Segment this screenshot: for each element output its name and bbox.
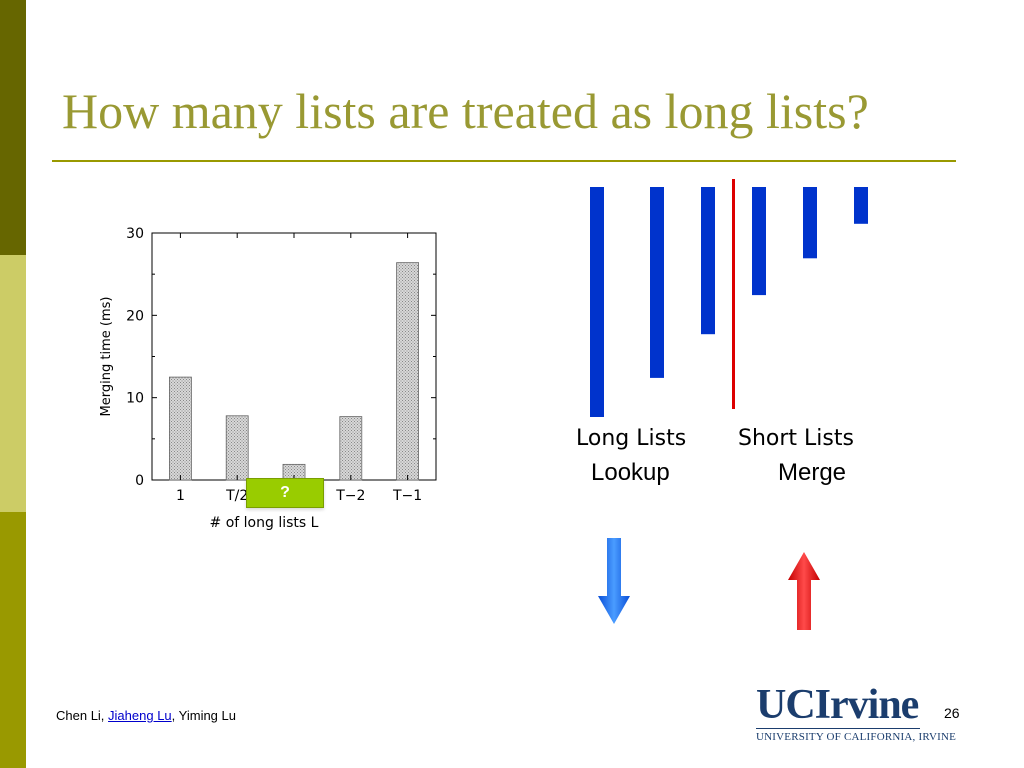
logo-wordmark: UCIrvine [756,682,919,728]
x-axis-label: # of long lists L [210,515,319,531]
list-bar-3 [752,187,766,296]
y-tick-label: 30 [126,226,144,242]
slide-title: How many lists are treated as long lists… [62,83,869,139]
lookup-label: Lookup [591,459,670,486]
plot-frame [151,232,437,481]
side-decoration-bottom [0,512,26,768]
down-arrow-icon [598,538,630,624]
x-tick-label: 1 [176,488,185,504]
y-axis-label: Merging time (ms) [99,297,114,417]
title-divider [52,160,956,162]
y-tick-label: 0 [135,473,144,489]
long-lists-label: Long Lists [576,426,687,451]
list-bar-2 [701,187,715,335]
side-decoration-top [0,0,26,255]
uci-logo: UCIrvine UNIVERSITY OF CALIFORNIA, IRVIN… [756,682,956,743]
merging-time-chart: 0 10 20 30 Merging time (ms) 1 T/2 T−2 T−1 # of l… [99,226,437,531]
page-number: 26 [944,705,960,721]
author-chen-li: Chen Li, [56,708,109,723]
list-bar-0 [590,187,604,417]
bar-4 [396,262,420,481]
x-tick-label: T−1 [392,488,422,504]
y-tick-label: 10 [126,391,144,407]
author-yiming-lu: , Yiming Lu [171,708,236,723]
side-decoration-middle [0,255,26,512]
x-tick-label: T−2 [335,488,365,504]
bar-1 [225,415,249,481]
short-lists-label: Short Lists [738,426,854,451]
list-bar-5 [854,187,868,224]
x-tick-label: T/2 [225,488,248,504]
list-bar-4 [803,187,817,259]
list-bar-1 [650,187,664,378]
logo-subtitle: UNIVERSITY OF CALIFORNIA, IRVINE [756,728,956,743]
question-mark: ? [280,484,290,501]
merge-label: Merge [778,459,847,486]
list-length-illustration [590,179,868,417]
up-arrow-icon [788,552,820,630]
author-link-jiaheng-lu[interactable]: Jiaheng Lu [108,708,172,723]
bar-3 [339,416,363,481]
unknown-long-lists-box: ? [246,478,324,508]
y-tick-label: 20 [126,308,144,324]
author-credits: Chen Li, Jiaheng Lu, Yiming Lu [56,708,236,723]
bar-0 [169,376,192,481]
